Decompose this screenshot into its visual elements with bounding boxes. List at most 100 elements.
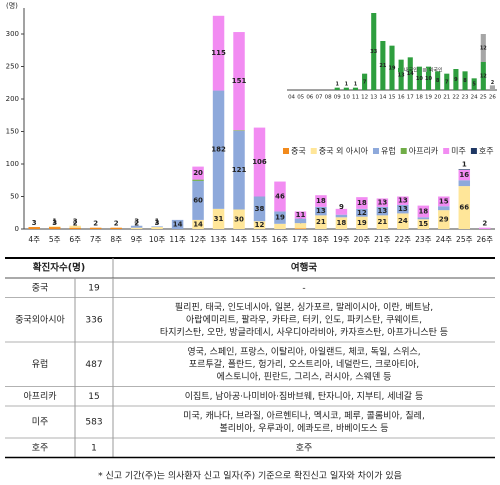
bar-segment [444,73,450,90]
data-label: 13 [398,197,408,205]
x-tick-label: 24 [471,95,478,101]
x-tick-label: 25 [480,95,487,101]
region: 유럽 [32,359,49,370]
bar-segment [376,198,389,207]
x-tick-label: 18 [416,95,423,101]
data-label: 2 [482,219,487,227]
bar-segment [192,180,204,220]
bar-segment [479,227,491,229]
x-tick-label: 18주 [313,235,330,244]
x-tick-label: 11주 [169,235,186,244]
x-tick-label: 06 [306,95,313,101]
bar-segment [192,219,204,229]
bar-segment [397,213,409,229]
data-label: 18 [337,219,347,227]
data-label: 3 [32,219,37,227]
x-tick-label: 21 [443,95,450,101]
bar-segment [253,221,266,229]
countries: 에스토니아, 핀란드, 그리스, 러시아, 스웨덴 등 [217,370,392,382]
region: 호주 [32,442,49,453]
x-tick-label: 10주 [149,235,166,244]
bar-segment [371,13,377,90]
countries: 포르투갈, 폴란드, 헝가리, 오스트리아, 네덜란드, 크로아티아, [189,358,419,370]
data-label: 16 [459,171,469,179]
x-tick-label: 15 [389,95,396,101]
countries: 볼리비아, 우루과이, 에콰도르, 바베이도스 등 [219,423,388,434]
data-label: 19 [275,214,285,222]
bar-segment [274,181,286,212]
legend-swatch [398,68,402,72]
bar-segment [151,226,163,228]
bar-segment [352,87,359,90]
data-label: 21 [377,218,387,226]
data-label: 21 [379,63,386,69]
data-label: 18 [418,207,428,215]
data-label: 1 [52,218,57,226]
data-label: 3 [73,218,78,226]
bar-segment [376,206,389,216]
region: 미주 [32,417,49,428]
bar-segment [192,166,204,180]
data-label: 8 [463,78,467,84]
bar-segment [417,217,430,220]
bar-segment [416,66,422,90]
bar-segment [130,225,143,228]
bar-segment [438,196,450,207]
legend-swatch [372,148,379,154]
data-label: 14 [173,220,183,228]
x-tick-label: 19 [425,95,432,101]
data-label: 13 [316,207,326,215]
bar-segment [253,196,266,222]
table-header: 확진자수(명) [33,262,85,274]
bar-segment [130,227,143,229]
y-tick-label: 100 [6,160,19,168]
legend-label: 미주 [451,147,466,156]
countries: 영국, 스페인, 프랑스, 이탈리아, 아일랜드, 체코, 독일, 스위스, [187,345,420,357]
bar-segment [274,223,286,229]
x-tick-label: 14주 [231,235,248,244]
x-tick-label: 08 [325,95,332,101]
x-tick-label: 17주 [292,235,309,244]
countries: 이집트, 남아공·나미비아·짐바브웨, 탄자니아, 지부티, 세네갈 등 [185,390,423,402]
y-tick-label: 0 [15,225,19,233]
data-label: 31 [214,215,224,223]
x-tick-label: 19주 [333,235,350,244]
count: 19 [88,283,100,293]
bar-segment [489,85,495,90]
bar-segment [69,227,81,229]
x-tick-label: 23주 [415,235,432,244]
legend-label: 중국 [291,147,306,156]
bar-segment [294,211,307,219]
bar-segment [356,216,368,229]
bar-segment [438,206,450,211]
count: 336 [85,315,102,325]
data-label: 3 [52,219,57,227]
region: 중국외아시아 [15,313,65,325]
legend-swatch [443,148,450,154]
y-unit: (명) [6,1,18,10]
x-tick-label: 16주 [272,235,289,244]
bar-segment [389,45,395,90]
countries: - [302,283,305,293]
data-label: 14 [193,220,203,228]
data-label: 3 [155,219,160,227]
legend-swatch [400,148,407,154]
x-tick-label: 15주 [251,235,268,244]
bar-segment [274,211,286,224]
legend-label: 내국인 [404,67,418,74]
bar-segment [233,130,245,210]
bar-segment [458,186,471,229]
legend-label: 아프리카 [409,146,439,156]
bar-segment [425,66,432,90]
bar-segment [462,71,468,90]
bar-segment [453,69,459,90]
bar-segment [480,62,486,90]
legend-label: 유럽 [381,147,396,156]
bar-segment [356,197,368,209]
footnote: * 신고 기간(주)는 의사환자 신고 일자(주) 기준으로 확진신고 일자와 … [98,470,402,482]
data-label: 13 [398,205,408,213]
bar-segment [380,41,386,90]
data-label: 9 [339,203,344,211]
count: 15 [88,392,99,402]
